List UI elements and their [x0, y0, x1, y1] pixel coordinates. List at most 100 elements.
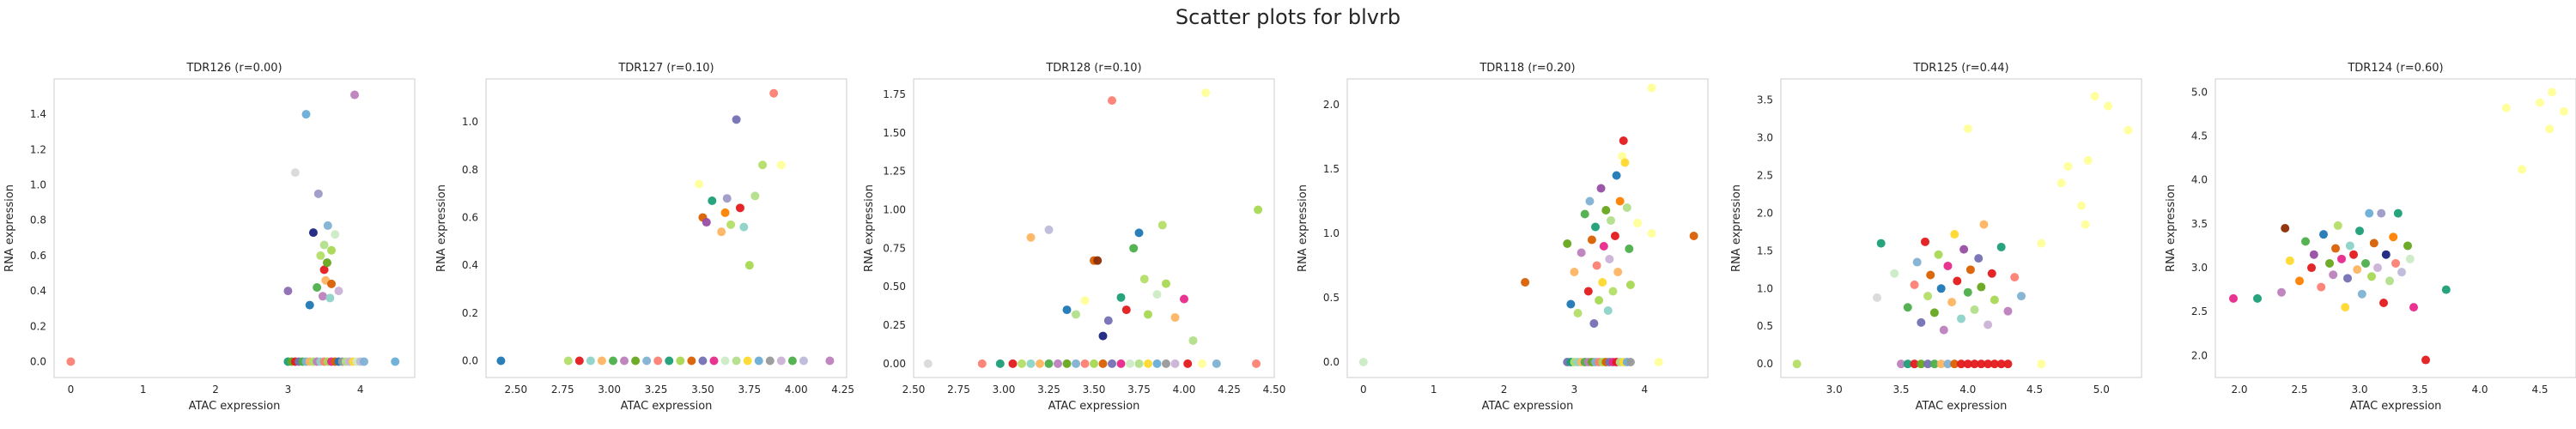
data-point: [1647, 83, 1656, 93]
data-point: [1959, 245, 1969, 254]
data-point: [2319, 230, 2328, 239]
data-point: [301, 110, 311, 119]
data-point: [1963, 360, 1972, 369]
data-point: [1098, 331, 1108, 341]
y-tick-label: 0.0: [462, 355, 478, 367]
x-axis-label: ATAC expression: [1048, 400, 1140, 413]
data-point: [1583, 287, 1593, 296]
data-point: [1929, 360, 1939, 369]
y-tick-label: 0.0: [1757, 358, 1773, 370]
panel-title: TDR126 (r=0.00): [185, 62, 282, 75]
data-point: [1957, 360, 1965, 369]
data-point: [620, 356, 629, 366]
x-tick-label: 1: [1431, 384, 1437, 396]
y-tick-label: 3.0: [2191, 262, 2208, 274]
data-point: [319, 240, 329, 250]
x-tick-label: 3.50: [691, 384, 714, 396]
data-point: [2393, 208, 2403, 218]
y-tick-label: 2.0: [1757, 207, 1773, 219]
data-point: [1201, 88, 1211, 98]
panel-title: TDR128 (r=0.10): [1045, 62, 1141, 75]
data-point: [1170, 313, 1180, 323]
x-tick-label: 2: [1501, 384, 1508, 396]
data-point: [1521, 278, 1530, 287]
data-point: [2365, 208, 2374, 218]
data-point: [2010, 273, 2020, 282]
data-point: [1183, 359, 1193, 368]
data-point: [2397, 268, 2406, 277]
data-point: [1984, 360, 1993, 369]
data-point: [2281, 224, 2290, 233]
data-point: [305, 300, 314, 310]
x-tick-label: 2.0: [2231, 384, 2247, 396]
data-point: [1608, 287, 1618, 296]
data-point: [702, 218, 711, 227]
data-point: [1610, 232, 1619, 240]
y-tick-label: 1.5: [1323, 163, 1340, 175]
x-tick-label: 3: [285, 384, 292, 396]
figure-title: Scatter plots for blvrb: [1176, 5, 1400, 29]
data-point: [1573, 309, 1583, 317]
data-point: [1062, 359, 1072, 368]
data-point: [597, 356, 606, 366]
y-tick-label: 1.00: [883, 203, 906, 215]
data-point: [1026, 233, 1036, 242]
data-point: [1592, 261, 1601, 270]
data-point: [1965, 265, 1975, 275]
data-point: [1212, 359, 1221, 368]
data-point: [2545, 124, 2555, 134]
data-point: [1152, 290, 1162, 299]
data-point: [2441, 285, 2451, 294]
data-point: [1990, 295, 1999, 305]
data-point: [1929, 308, 1939, 317]
data-point: [1963, 124, 1972, 133]
data-point: [1987, 269, 1996, 278]
scatter-panel-6: TDR124 (r=0.60) 2.0 2.5 3.0 3.5 4.0 4.5 2.0 2.5 3…: [2165, 62, 2576, 413]
data-point: [2345, 241, 2354, 251]
data-point: [1936, 360, 1946, 369]
data-point: [825, 356, 835, 366]
data-point: [1970, 305, 1979, 314]
data-point: [1252, 359, 1261, 368]
data-point: [1939, 325, 1948, 335]
data-point: [1108, 359, 1116, 368]
x-tick-label: 2.75: [947, 384, 970, 396]
data-point: [799, 356, 808, 366]
data-point: [754, 356, 763, 366]
data-point: [744, 261, 754, 270]
scatter-points: [1358, 83, 1698, 366]
data-point: [1162, 359, 1170, 368]
data-point: [2385, 276, 2394, 286]
data-point: [717, 227, 726, 237]
scatter-panel-5: TDR125 (r=0.44) 3.0 3.5 4.0 4.5 5.0 0.0 0.5 1.0 1…: [1730, 62, 2142, 413]
data-point: [2560, 106, 2568, 116]
data-point: [1625, 245, 1634, 253]
data-point: [2253, 293, 2262, 303]
data-point: [318, 292, 327, 301]
data-point: [2379, 299, 2388, 307]
data-point: [2377, 208, 2386, 218]
data-point: [1180, 294, 1188, 304]
data-point: [586, 356, 595, 366]
plot-frame: [53, 78, 416, 378]
data-point: [765, 356, 775, 366]
data-point: [2325, 258, 2334, 268]
data-point: [1619, 136, 1628, 145]
x-axis-label: ATAC expression: [1482, 400, 1574, 413]
data-point: [1587, 235, 1596, 245]
data-point: [1116, 359, 1126, 368]
data-point: [290, 168, 300, 178]
data-point: [1129, 244, 1139, 253]
y-tick-label: 1.0: [1757, 282, 1773, 294]
y-tick-label: 1.0: [1323, 227, 1340, 239]
data-point: [1622, 203, 1631, 212]
data-point: [1612, 171, 1621, 180]
data-point: [1654, 358, 1663, 366]
data-point: [1601, 206, 1611, 214]
x-tick-label: 3.75: [738, 384, 761, 396]
data-point: [2381, 250, 2391, 259]
data-point: [1615, 196, 1625, 206]
data-point: [720, 208, 730, 217]
data-point: [1080, 359, 1090, 368]
